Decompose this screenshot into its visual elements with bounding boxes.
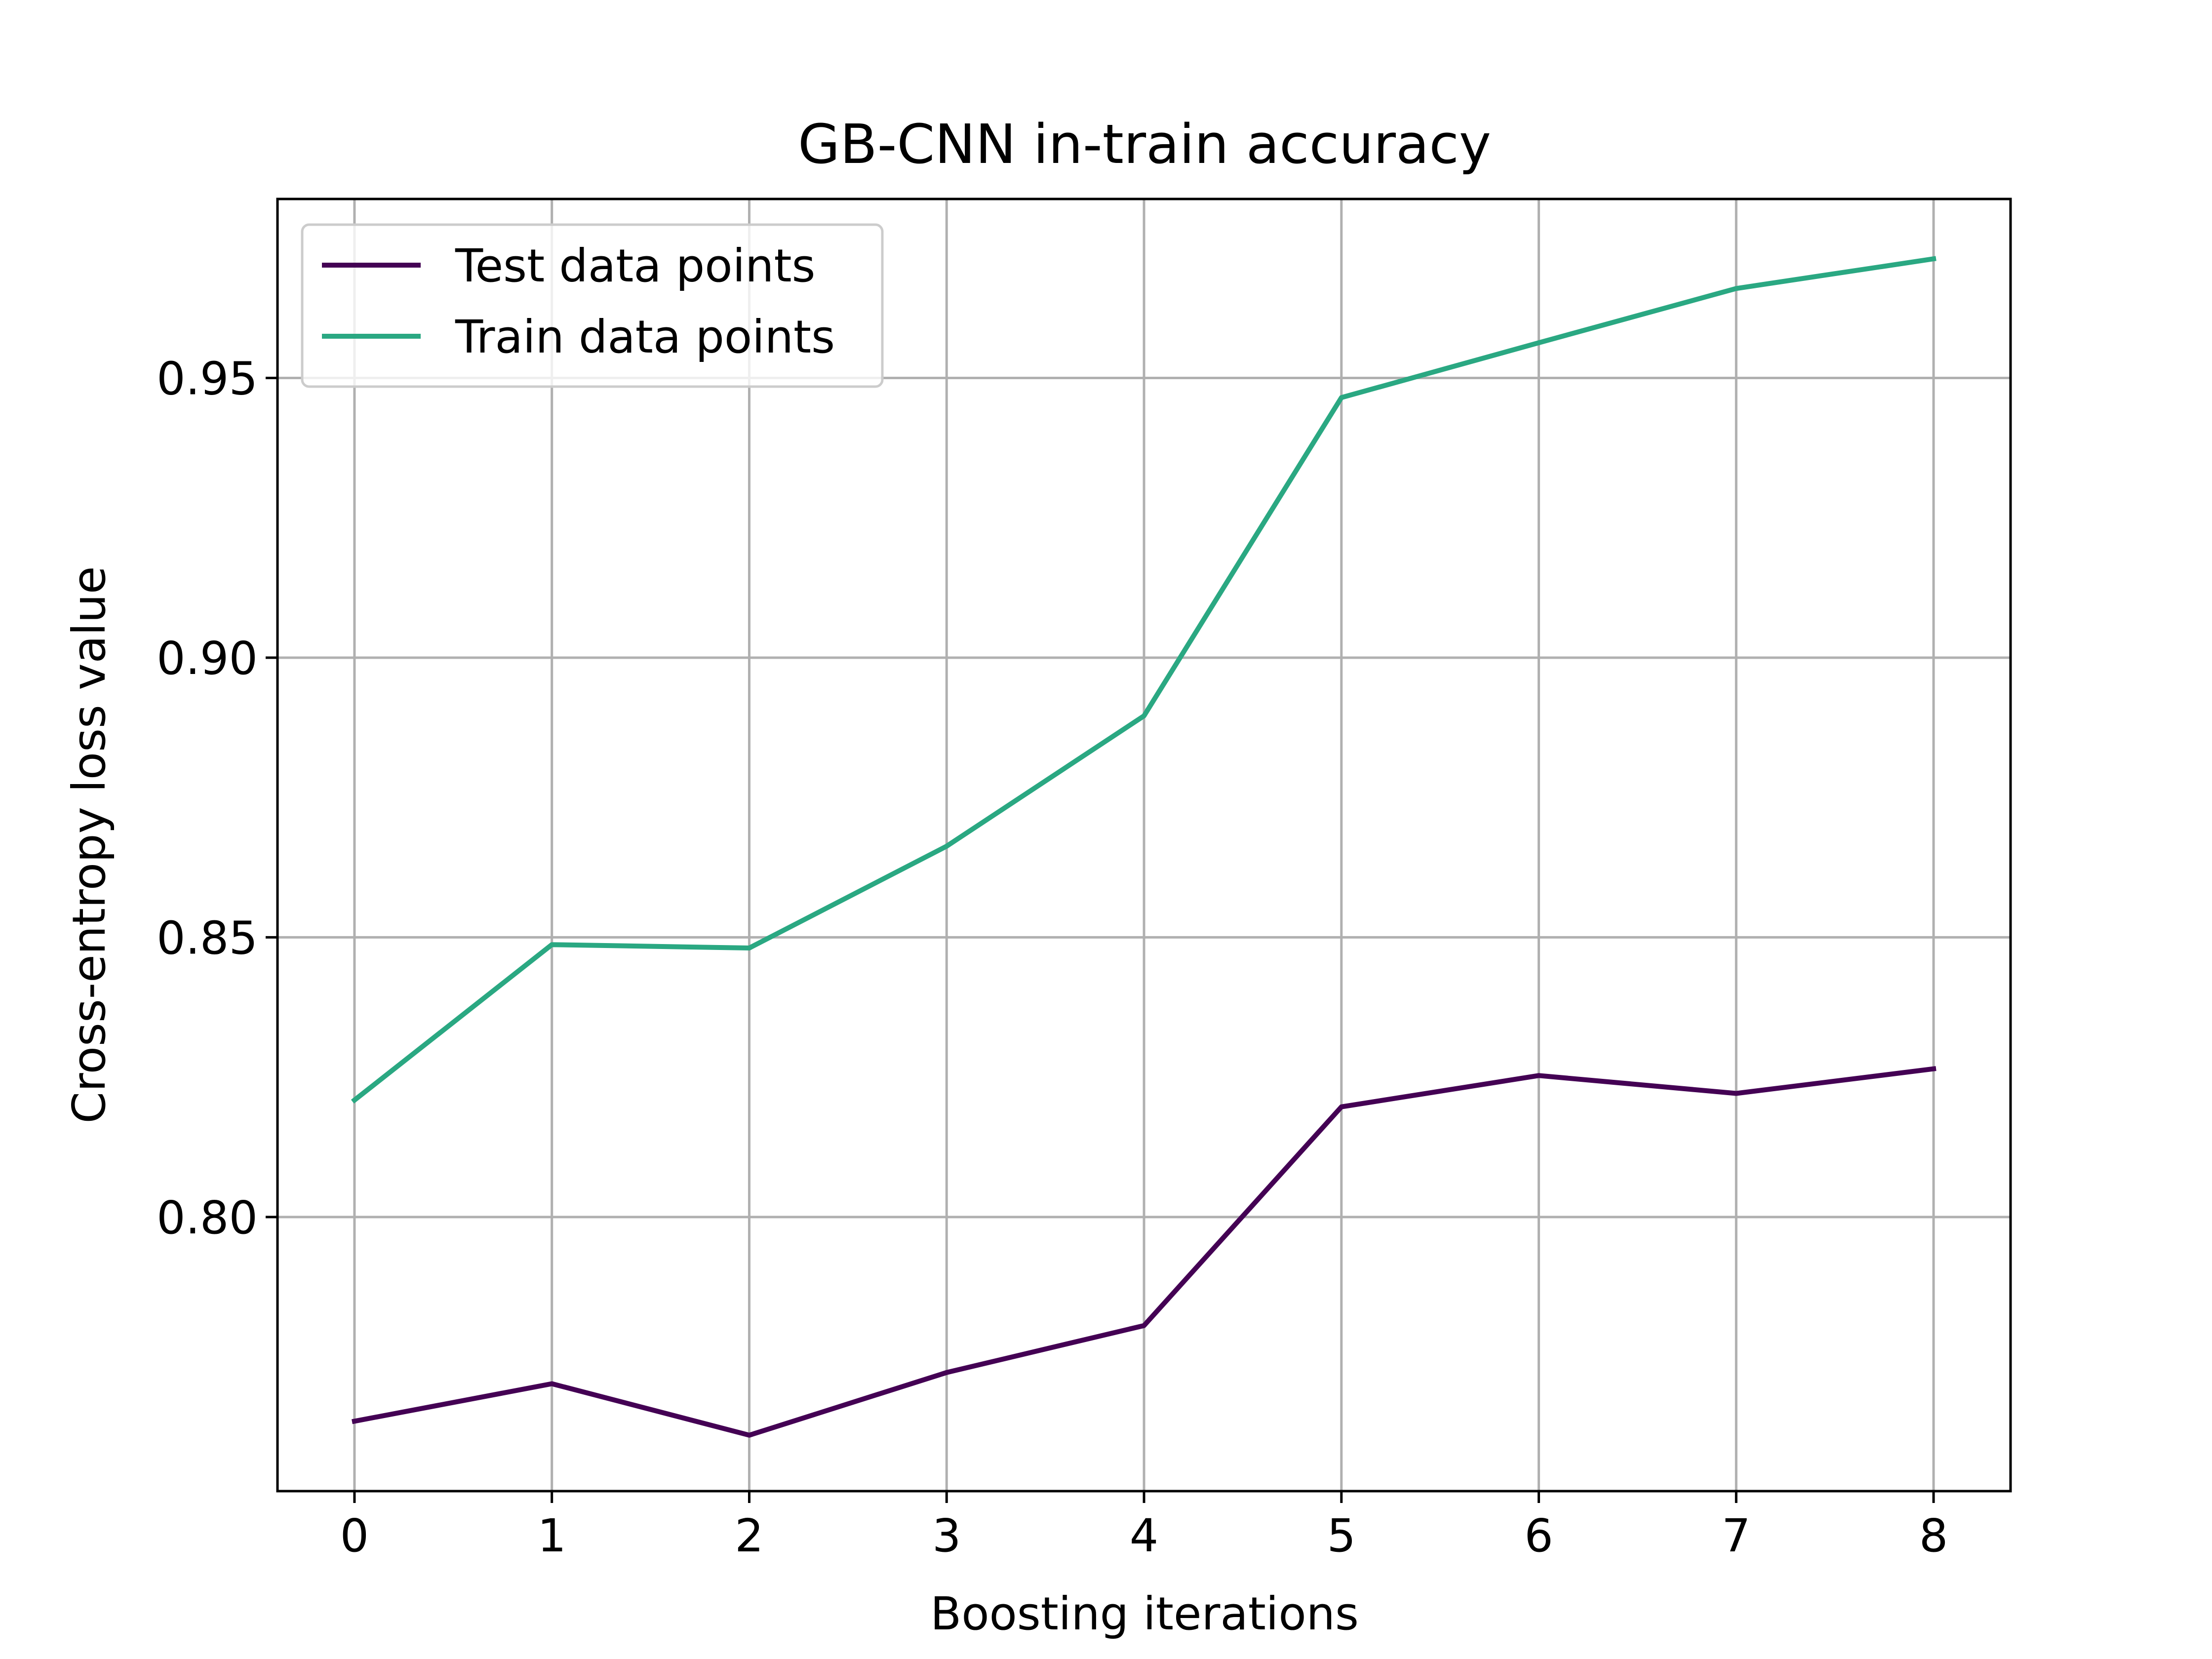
x-tick-label: 1 [537, 1509, 566, 1562]
legend-label: Test data points [455, 239, 815, 292]
x-tick-label: 7 [1722, 1509, 1751, 1562]
x-tick-label: 3 [932, 1509, 961, 1562]
x-tick-label: 8 [1919, 1509, 1948, 1562]
chart-title: GB-CNN in-train accuracy [798, 113, 1491, 176]
legend-box [301, 223, 884, 388]
x-axis-label: Boosting iterations [930, 1587, 1359, 1640]
test-data-points-line [352, 1066, 1936, 1438]
x-tick-label: 2 [735, 1509, 764, 1562]
x-tick-label: 4 [1130, 1509, 1159, 1562]
legend-label: Train data points [455, 311, 835, 363]
series-layer [351, 256, 1936, 1438]
grid [277, 199, 2011, 1491]
y-tick-label: 0.85 [157, 911, 258, 964]
x-tick-label: 5 [1327, 1509, 1356, 1562]
train-data-points-line [351, 256, 1936, 1104]
x-tick-label: 0 [340, 1509, 369, 1562]
x-tick-label: 6 [1524, 1509, 1553, 1562]
x-axis: 0 1 2 3 4 5 6 7 8 [340, 1491, 1948, 1562]
legend: Test data points Train data points [301, 223, 884, 388]
y-tick-label: 0.90 [157, 632, 258, 685]
y-axis-label: Cross-entropy loss value [63, 566, 116, 1124]
y-tick-label: 0.95 [157, 353, 258, 405]
y-tick-label: 0.80 [157, 1191, 258, 1244]
y-axis: 0.80 0.85 0.90 0.95 [157, 353, 277, 1244]
